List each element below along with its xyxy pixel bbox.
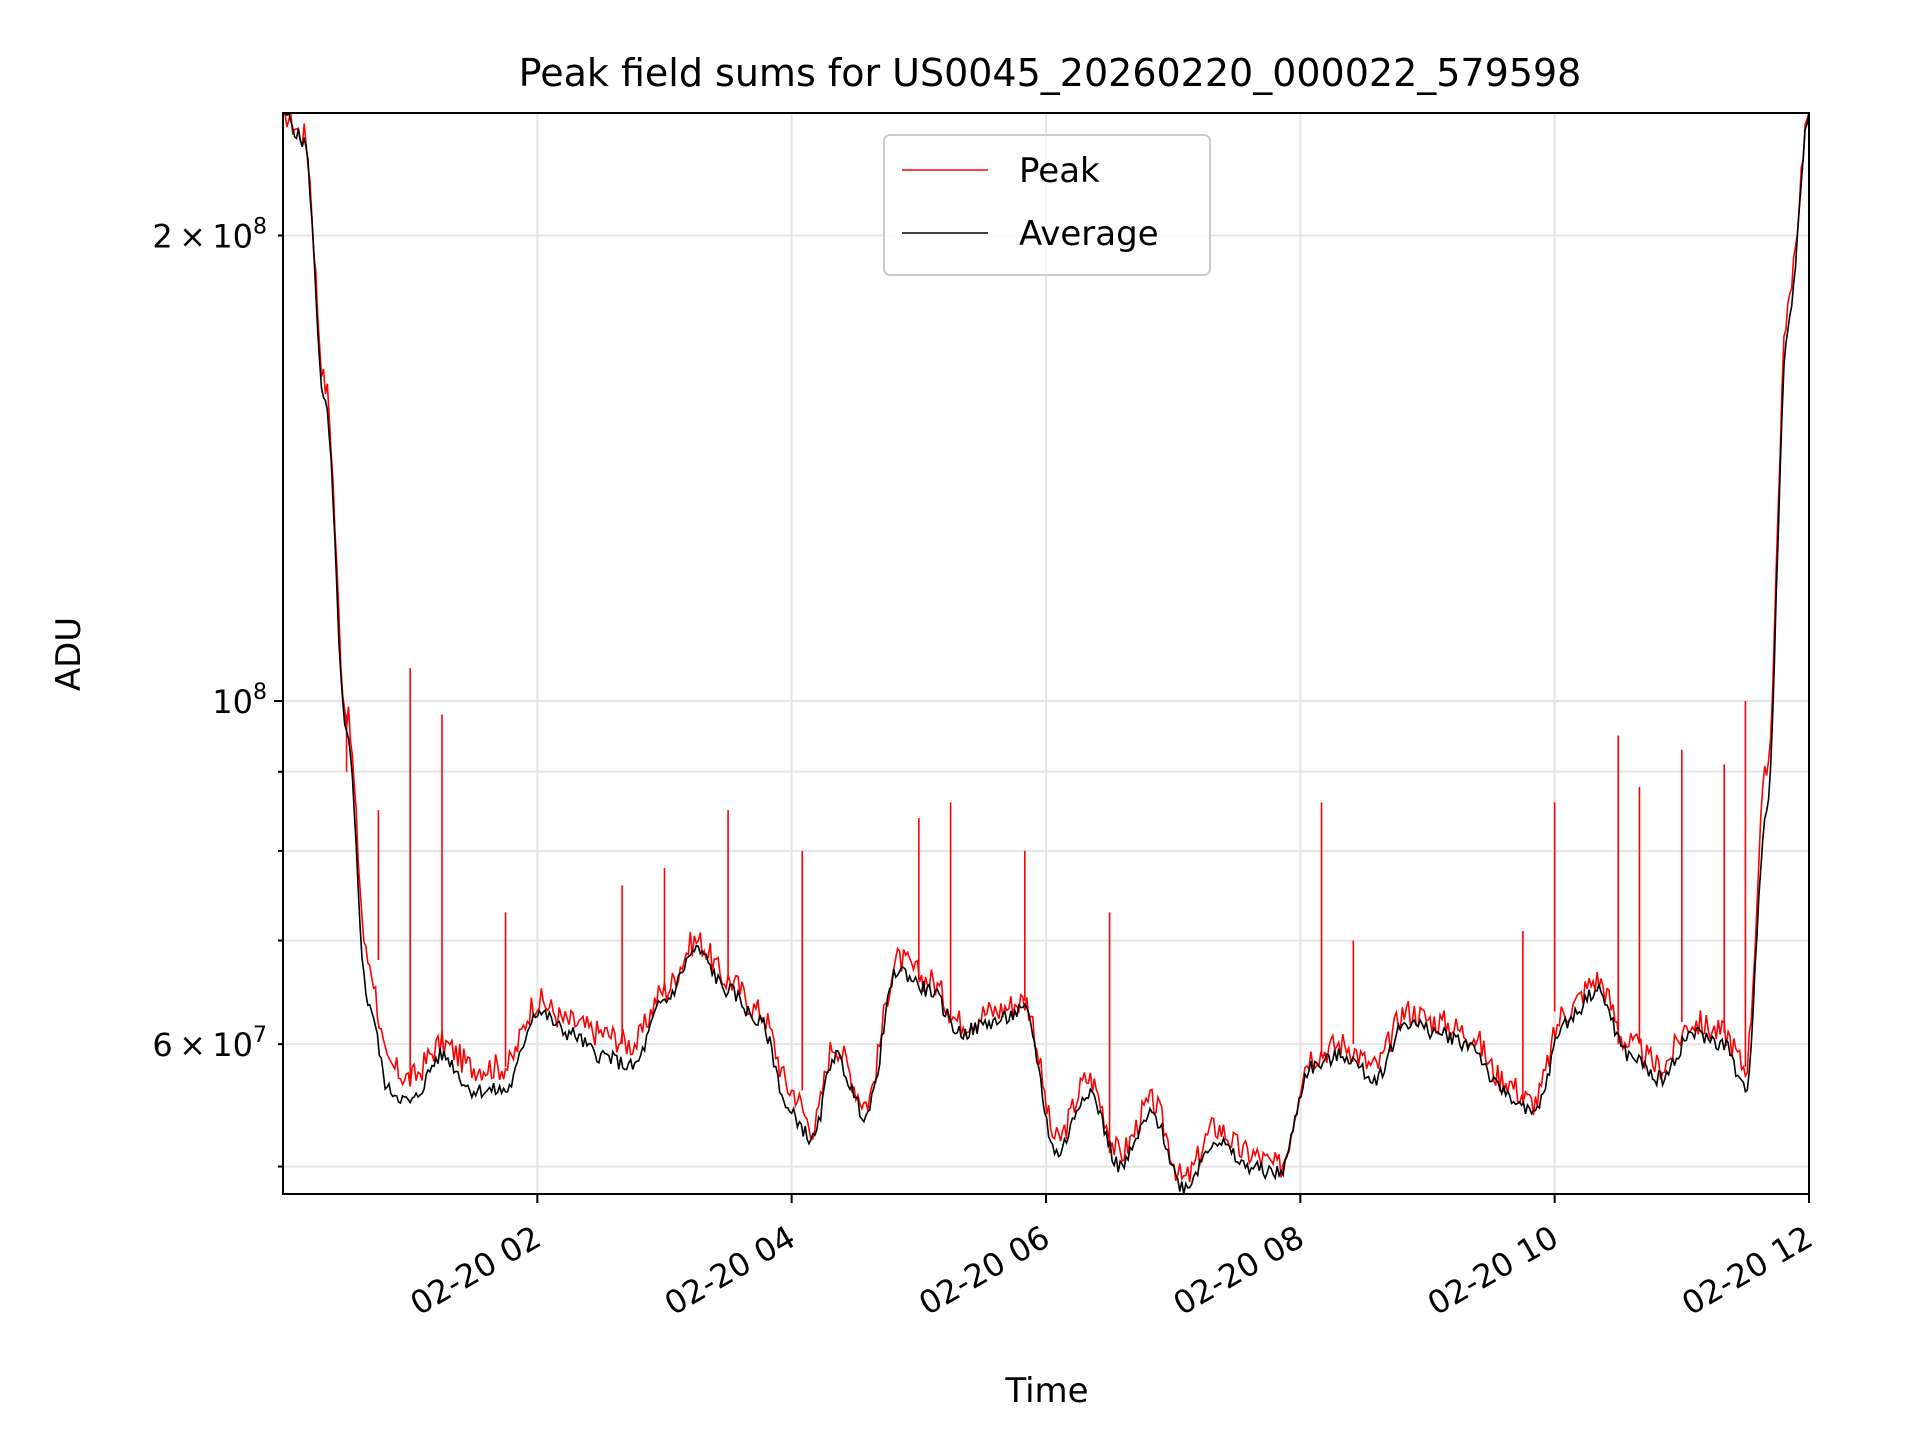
chart-title: Peak field sums for US0045_20260220_0000… xyxy=(519,51,1582,95)
y-tick-exponent: 7 xyxy=(253,1023,267,1048)
legend-label-average: Average xyxy=(1019,214,1159,254)
y-tick-label: 6 × 107 xyxy=(152,1023,267,1064)
series-layer xyxy=(282,111,1810,1195)
legend-label-peak: Peak xyxy=(1019,151,1100,191)
y-tick-exponent: 8 xyxy=(253,214,267,239)
legend: Peak Average xyxy=(883,134,1211,276)
y-axis-label: ADU xyxy=(49,617,89,691)
y-tick-label: 2 × 108 xyxy=(152,214,267,255)
series-line-average xyxy=(282,111,1810,1195)
x-axis-label: Time xyxy=(1004,1371,1088,1411)
y-tick-exponent: 8 xyxy=(253,680,267,705)
